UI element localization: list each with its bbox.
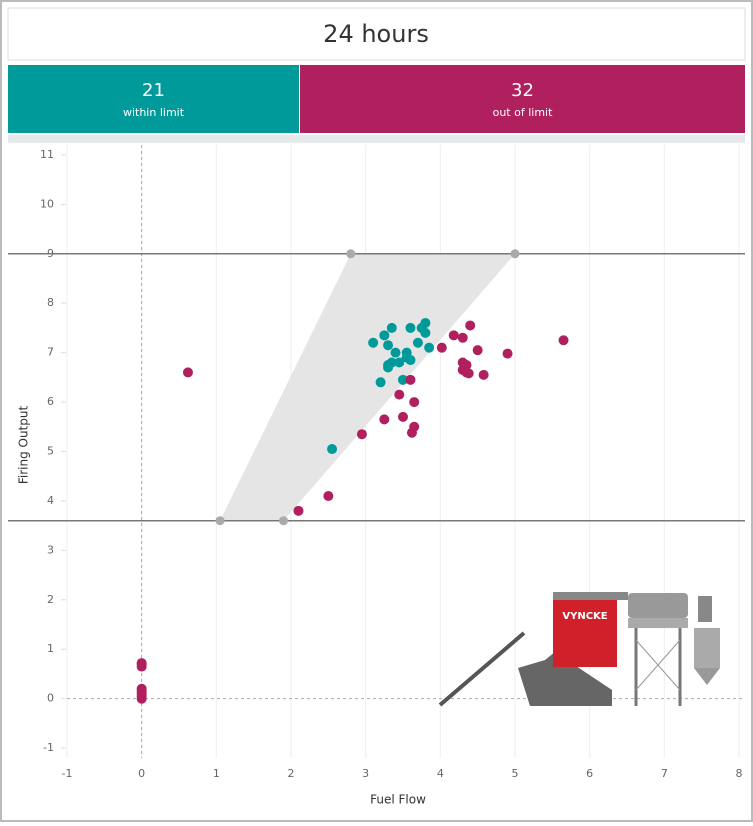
- x-tick-label: 4: [437, 767, 444, 780]
- y-tick-label: 5: [47, 445, 54, 458]
- kpi-tile: [300, 65, 745, 133]
- scatter-point: [436, 342, 447, 353]
- y-axis-label: Firing Output: [17, 406, 31, 485]
- illustration-part: [635, 639, 681, 691]
- x-tick-label: 5: [512, 767, 519, 780]
- scatter-point: [323, 490, 334, 501]
- x-tick-label: 7: [661, 767, 668, 780]
- illustration-part: [698, 596, 712, 622]
- kpi-label: out of limit: [493, 106, 553, 119]
- y-tick-label: 10: [40, 197, 54, 210]
- band-point: [346, 249, 356, 259]
- x-tick-label: 6: [586, 767, 593, 780]
- illustration-part: [694, 628, 720, 668]
- y-tick-label: 2: [47, 593, 54, 606]
- y-tick-label: -1: [43, 741, 54, 754]
- divider: [8, 135, 745, 143]
- scatter-point: [136, 686, 147, 697]
- x-axis-label: Fuel Flow: [370, 793, 426, 807]
- y-tick-label: 1: [47, 642, 54, 655]
- scatter-point: [394, 357, 405, 368]
- scatter-point: [182, 367, 193, 378]
- illustration-part: [694, 668, 720, 685]
- scatter-point: [472, 345, 483, 356]
- y-tick-label: 3: [47, 543, 54, 556]
- scatter-point: [327, 444, 338, 455]
- x-tick-label: -1: [62, 767, 73, 780]
- kpi-tile: [8, 65, 299, 133]
- kpi-label: within limit: [123, 106, 185, 119]
- scatter-point: [406, 427, 417, 438]
- scatter-point: [390, 347, 401, 358]
- scatter-point: [424, 342, 435, 353]
- x-tick-label: 8: [736, 767, 743, 780]
- band-point: [510, 249, 520, 259]
- illustration-part: [518, 652, 612, 706]
- illustration-part: [628, 593, 688, 618]
- scatter-point: [293, 505, 304, 516]
- scatter-point: [405, 374, 416, 385]
- x-tick-label: 0: [138, 767, 145, 780]
- band-area: [220, 253, 516, 521]
- scatter-point: [465, 320, 476, 331]
- scatter-point: [409, 397, 420, 408]
- scatter-point: [412, 337, 423, 348]
- illustration-part: [438, 631, 526, 707]
- scatter-point: [405, 322, 416, 333]
- scatter-point: [478, 369, 489, 380]
- x-tick-label: 2: [288, 767, 295, 780]
- title: 24 hours: [323, 20, 429, 48]
- scatter-point: [379, 414, 390, 425]
- scatter-point: [558, 335, 569, 346]
- header-box: [7, 7, 746, 61]
- scatter-point: [502, 348, 513, 359]
- scatter-point: [394, 389, 405, 400]
- kpi-value: 32: [511, 80, 534, 101]
- scatter-point: [368, 337, 379, 348]
- scatter-point: [136, 658, 147, 669]
- scatter-point: [375, 377, 386, 388]
- x-tick-label: 3: [362, 767, 369, 780]
- y-tick-label: 11: [40, 148, 54, 161]
- y-tick-label: 7: [47, 346, 54, 359]
- band-point: [279, 516, 289, 526]
- illustration-part: [553, 597, 617, 667]
- y-tick-label: 6: [47, 395, 54, 408]
- illustration-part: [628, 618, 688, 628]
- scatter-point: [457, 364, 468, 375]
- scatter-point: [420, 327, 431, 338]
- illustration-part: [553, 592, 628, 600]
- x-tick-label: 1: [213, 767, 220, 780]
- scatter-point: [356, 429, 367, 440]
- kpi-value: 21: [142, 80, 165, 101]
- band-point: [215, 516, 225, 526]
- scatter-point: [457, 332, 468, 343]
- y-tick-label: 8: [47, 296, 54, 309]
- scatter-point: [405, 355, 416, 366]
- scatter-point: [398, 374, 408, 385]
- scatter-point: [383, 362, 394, 373]
- illustration-label: VYNCKE: [562, 611, 607, 622]
- scatter-point: [398, 411, 408, 422]
- scatter-point: [383, 340, 394, 351]
- scatter-point: [386, 322, 397, 333]
- scatter-point: [379, 330, 390, 341]
- scatter-point: [401, 347, 412, 358]
- scatter-point: [420, 317, 431, 328]
- scatter-point: [448, 330, 459, 341]
- y-tick-label: 4: [47, 494, 54, 507]
- y-tick-label: 0: [47, 692, 54, 705]
